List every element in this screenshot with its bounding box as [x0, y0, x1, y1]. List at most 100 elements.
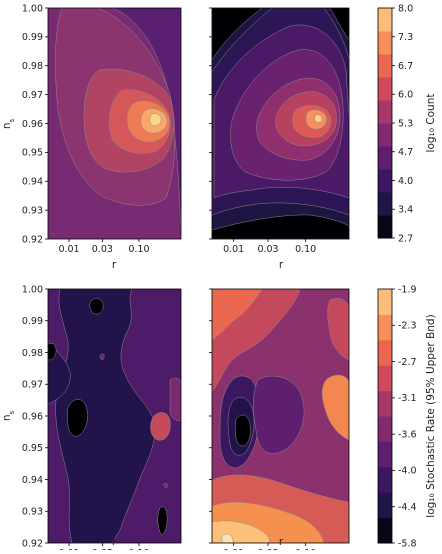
colorbar-band	[378, 169, 392, 193]
colorbar-tick-label: 3.4	[398, 205, 413, 216]
panel-bottom-right: 0.010.030.10 r	[209, 288, 350, 554]
y-tick-label: 0.98	[22, 348, 43, 359]
colorbar-tick-label: 5.3	[398, 118, 413, 129]
x-tick-label: 0.01	[223, 244, 244, 255]
contours-bottom-left	[48, 289, 181, 543]
contour-region-mid	[169, 377, 181, 421]
colorbar-band	[378, 314, 392, 341]
contour-region-hot	[150, 412, 171, 441]
colorbar-tick-label: -1.9	[398, 284, 417, 295]
colorbar-band	[378, 416, 392, 442]
panel-top-right: 0.01 0.03 0.10 r	[209, 7, 350, 271]
colorbar-tick-label: -4.0	[398, 466, 417, 477]
colorbar-band	[378, 215, 392, 239]
y-ticks-top-left: 0.92 0.93 0.94 0.95 0.96 0.97 0.98 0.99 1.00	[22, 3, 48, 245]
colorbar-band	[378, 517, 392, 544]
colorbar-bottom-bands	[378, 289, 392, 544]
y-tick-label: 0.92	[22, 234, 43, 245]
x-ticks-bottom-left: 0.010.030.10	[58, 543, 150, 554]
x-ticks-bottom-right: 0.010.030.10	[223, 543, 316, 554]
y-tick-label: 0.93	[22, 205, 43, 216]
contours-top-right	[212, 8, 349, 239]
y-tickmarks-top-right	[209, 7, 212, 240]
y-tick-label: 0.95	[22, 443, 43, 454]
colorbar-band	[378, 192, 392, 216]
colorbar-bottom-label: log₁₀ Stochastic Rate (95% Upper Bnd)	[425, 314, 437, 517]
panel-bottom-left: 0.92 0.93 0.94 0.95 0.96 0.97 0.98 0.99 1.00 0.0…	[1, 284, 182, 554]
y-tick-label: 0.97	[22, 90, 43, 101]
y-tick-label: 0.98	[22, 61, 43, 72]
colorbar-band	[378, 77, 392, 101]
contour-region-small-2	[163, 482, 168, 489]
contour-region-orange	[322, 374, 349, 441]
contour-region-black-2	[67, 399, 88, 437]
colorbar-tick-label: 6.7	[398, 61, 413, 72]
y-tick-label: 0.93	[22, 507, 43, 518]
colorbar-band	[378, 339, 392, 366]
x-axis-label-top-right: r	[279, 259, 284, 271]
colorbar-band	[378, 390, 392, 417]
contour-level-0b	[212, 214, 349, 239]
y-tick-label: 0.94	[22, 177, 43, 188]
contour-region-black-4	[157, 506, 168, 535]
colorbar-band	[378, 289, 392, 315]
colorbar-tick-label: 7.3	[398, 32, 413, 43]
y-tick-label: 0.92	[22, 538, 43, 549]
y-tick-label: 0.95	[22, 148, 43, 159]
y-tick-label: 0.99	[22, 316, 43, 327]
colorbar-tick-label: 2.7	[398, 233, 413, 244]
y-tick-label: 0.99	[22, 32, 43, 43]
x-tick-label: 0.10	[295, 244, 316, 255]
colorbar-tick-label: 6.0	[398, 90, 413, 101]
colorbar-bottom-ticks: -1.9 -2.3 -2.7 -3.1 -3.6 -4.0 -4.4 -5.8	[392, 284, 417, 549]
colorbar-top: 8.0 7.3 6.7 6.0 5.3 4.7 4.0 3.4 2.7 log₁₀ Count	[377, 3, 437, 244]
x-ticks-top-left: 0.01 0.03 0.10	[58, 239, 150, 255]
contour-level-8	[149, 113, 162, 127]
colorbar-tick-label: 8.0	[398, 3, 413, 14]
y-tick-label: 0.96	[22, 119, 43, 130]
contours-bottom-right	[212, 289, 349, 543]
x-axis-label-bottom-right: r	[279, 536, 284, 548]
y-tick-label: 1.00	[22, 3, 43, 14]
colorbar-band	[378, 146, 392, 170]
x-tick-label: 0.03	[257, 244, 278, 255]
y-tick-label: 1.00	[22, 284, 43, 295]
contour-level-0c	[329, 8, 349, 41]
y-tick-label: 0.94	[22, 475, 43, 486]
panel-top-left: 0.92 0.93 0.94 0.95 0.96 0.97 0.98 0.99 1.00 0.0…	[1, 3, 182, 271]
y-tick-label: 0.96	[22, 411, 43, 422]
colorbar-tick-label: -2.7	[398, 357, 417, 368]
x-tick-label: 0.10	[128, 244, 149, 255]
y-axis-label-top-left: ns	[1, 119, 16, 130]
colorbar-band	[378, 31, 392, 55]
contour-region-hot	[212, 289, 263, 341]
contour-region-small-1	[99, 353, 105, 360]
contour-region-black-3	[48, 342, 57, 361]
contour-level-0	[212, 8, 263, 61]
contour-region-purple	[253, 375, 305, 454]
colorbar-band	[378, 100, 392, 124]
contour-region-black	[235, 414, 251, 447]
x-tick-label: 0.03	[92, 244, 113, 255]
contour-region-white	[221, 533, 234, 543]
colorbar-bottom: -1.9 -2.3 -2.7 -3.1 -3.6 -4.0 -4.4 -5.8 log₁₀ S…	[377, 284, 437, 549]
x-tick-label: 0.01	[58, 244, 79, 255]
x-axis-label-top-left: r	[112, 259, 117, 271]
colorbar-tick-label: -3.6	[398, 429, 417, 440]
colorbar-tick-label: -3.1	[398, 393, 417, 404]
colorbar-top-label: log₁₀ Count	[425, 94, 437, 153]
y-tickmarks-bottom-right	[209, 288, 212, 544]
colorbar-tick-label: 4.7	[398, 147, 413, 158]
colorbar-tick-label: -5.8	[398, 538, 417, 549]
colorbar-band	[378, 466, 392, 493]
colorbar-band	[378, 492, 392, 519]
x-axis-label-bottom-left: r	[112, 536, 117, 548]
colorbar-band	[378, 365, 392, 392]
colorbar-top-ticks: 8.0 7.3 6.7 6.0 5.3 4.7 4.0 3.4 2.7	[392, 3, 413, 244]
colorbar-bottom-frame	[377, 288, 393, 544]
colorbar-band	[378, 441, 392, 468]
y-axis-label-bottom-left: ns	[1, 411, 16, 422]
colorbar-band	[378, 54, 392, 78]
colorbar-tick-label: -4.4	[398, 502, 417, 513]
